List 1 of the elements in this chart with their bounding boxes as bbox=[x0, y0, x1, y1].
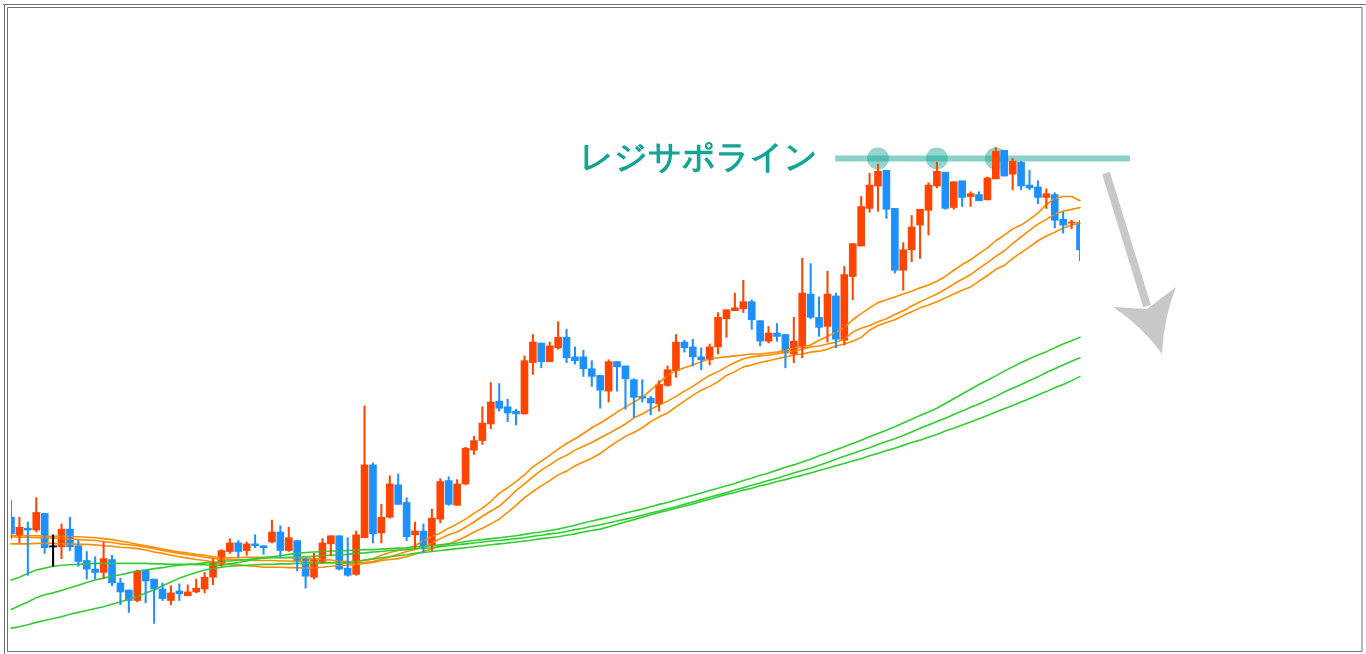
ref-line-label: レジサポライン bbox=[580, 137, 819, 177]
